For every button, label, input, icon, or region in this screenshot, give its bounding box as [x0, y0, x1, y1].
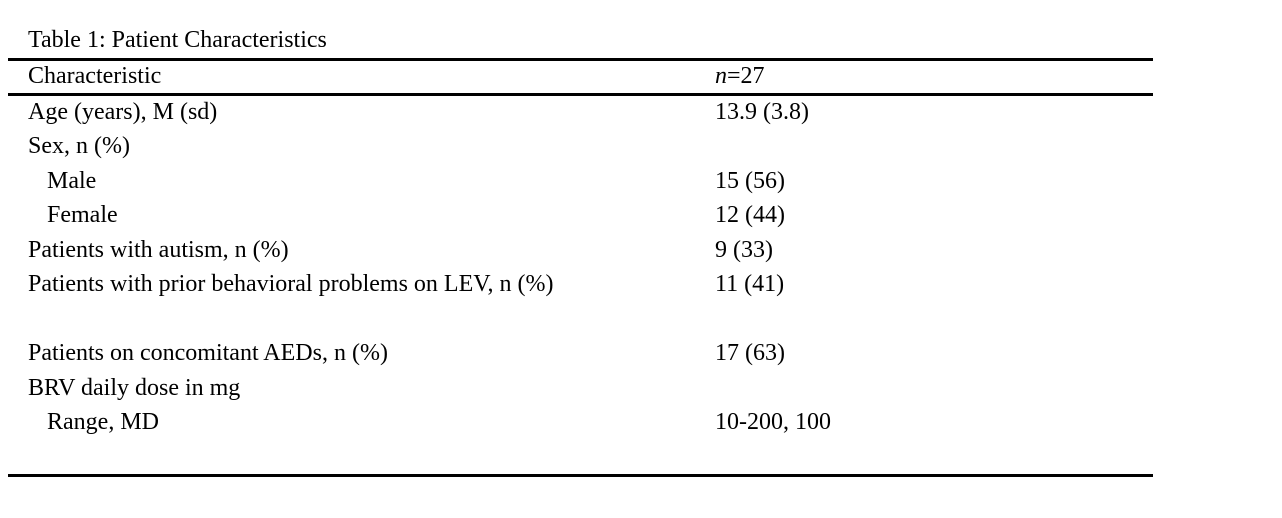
table-body: Age (years), M (sd) 13.9 (3.8) Sex, n (%) M… — [0, 95, 1282, 474]
row-value: 17 (63) — [715, 340, 785, 367]
table-header-row: Characteristic n=27 — [0, 60, 1282, 93]
n-count: =27 — [727, 63, 765, 89]
table-row: Patients with autism, n (%) 9 (33) — [0, 233, 1282, 267]
row-label: Female — [47, 202, 118, 229]
table-row — [0, 302, 1282, 336]
row-value — [715, 371, 1282, 405]
table-row — [0, 439, 1282, 473]
table-row: Female 12 (44) — [0, 198, 1282, 232]
row-value — [715, 129, 1282, 163]
header-n: n=27 — [715, 60, 1282, 93]
row-value: 12 (44) — [715, 202, 785, 229]
rule-bottom — [8, 474, 1153, 477]
row-value — [715, 439, 1282, 473]
row-value: 9 (33) — [715, 236, 773, 263]
row-label: Patients with autism, n (%) — [28, 236, 289, 263]
row-label: Male — [47, 167, 97, 194]
table-caption: Table 1: Patient Characteristics — [28, 27, 327, 53]
row-value: 13.9 (3.8) — [715, 99, 809, 125]
table-row: Range, MD 10-200, 100 — [0, 405, 1282, 439]
row-label: Patients on concomitant AEDs, n (%) — [28, 340, 388, 367]
row-value: 11 (41) — [715, 271, 785, 298]
table-row: Sex, n (%) — [0, 129, 1282, 163]
rule-under-caption — [8, 58, 1153, 61]
table-row: Age (years), M (sd) 13.9 (3.8) — [0, 95, 1282, 129]
table-row: Patients on concomitant AEDs, n (%) 17 (6… — [0, 336, 1282, 370]
row-value: 10-200, 100 — [715, 408, 831, 435]
row-value: 15 (56) — [715, 167, 785, 194]
row-label: Range, MD — [47, 408, 159, 435]
table-row: BRV daily dose in mg — [0, 371, 1282, 405]
row-label: Sex, n (%) — [28, 133, 130, 160]
row-label — [28, 302, 715, 336]
row-label: BRV daily dose in mg — [28, 374, 241, 401]
row-label: Patients with prior behavioral problems … — [28, 271, 554, 298]
rule-under-header — [8, 93, 1153, 96]
header-characteristic: Characteristic — [28, 63, 162, 89]
row-label: Age (years), M (sd) — [28, 99, 218, 125]
row-value — [715, 302, 1282, 336]
row-label — [28, 439, 715, 473]
table-row: Male 15 (56) — [0, 164, 1282, 198]
n-symbol: n — [715, 63, 727, 89]
table-row: Patients with prior behavioral problems … — [0, 267, 1282, 301]
